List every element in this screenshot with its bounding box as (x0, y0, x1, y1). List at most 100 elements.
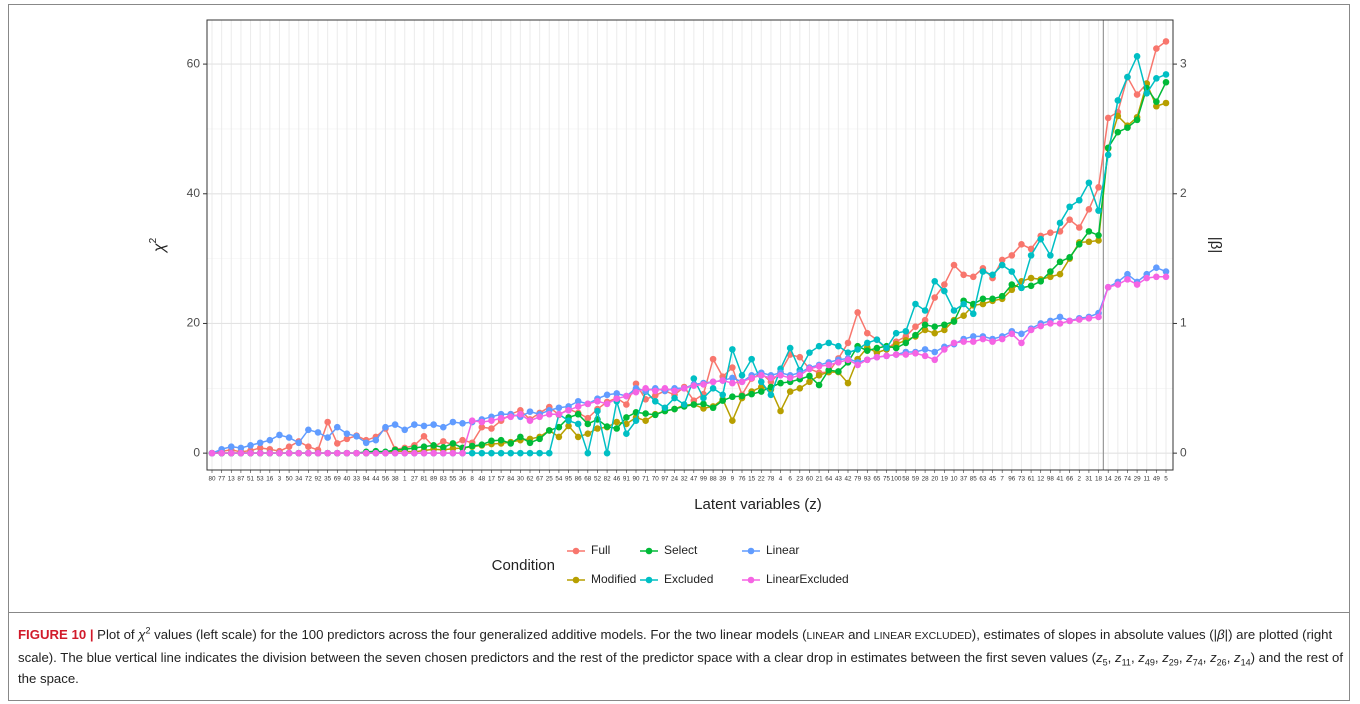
data-point (468, 442, 476, 450)
data-point (545, 449, 553, 457)
data-point (372, 436, 380, 444)
data-point (333, 449, 341, 457)
data-point (796, 372, 804, 379)
caption-symbol: z (1096, 650, 1103, 665)
data-point (488, 449, 495, 457)
data-point (1056, 313, 1064, 321)
data-point (729, 374, 736, 382)
data-point (382, 423, 389, 431)
data-point (218, 449, 225, 457)
x-tick-label: 82 (604, 476, 612, 483)
data-point (815, 362, 823, 370)
legend-swatch-dot (747, 547, 755, 555)
data-point (1027, 326, 1035, 334)
data-point (526, 449, 534, 457)
x-tick-label: 93 (864, 476, 872, 483)
data-point (642, 417, 649, 425)
data-point (439, 449, 447, 457)
data-point (1056, 219, 1064, 227)
caption-text: values (left scale) for the 100 predicto… (150, 627, 807, 642)
caption-symbol: z (1186, 650, 1193, 665)
caption-sub: 14 (1240, 657, 1251, 668)
data-point (979, 268, 987, 275)
x-tick-label: 76 (738, 476, 746, 483)
caption-text: , (1154, 650, 1163, 665)
data-point (1153, 75, 1160, 82)
x-tick-label: 50 (286, 476, 294, 483)
data-point (844, 356, 852, 364)
x-tick-label: 91 (623, 476, 631, 483)
data-point (1085, 228, 1093, 235)
data-point (391, 449, 399, 457)
data-point (912, 331, 919, 339)
caption-separator (8, 612, 1350, 613)
x-tick-label: 35 (324, 476, 332, 483)
data-point (574, 420, 582, 428)
series (208, 78, 1170, 457)
data-point (1153, 98, 1160, 106)
data-point (1124, 124, 1131, 131)
x-tick-label: 31 (1085, 476, 1093, 483)
data-point (854, 309, 861, 316)
x-tick-label: 52 (594, 476, 602, 483)
data-point (719, 391, 727, 399)
x-tick-label: 5 (1164, 476, 1168, 483)
data-point (941, 287, 948, 295)
data-point (1056, 270, 1064, 278)
chart: Latent variables (z) χ2 |β| Condition 02… (148, 19, 1224, 586)
data-point (420, 432, 428, 440)
data-point (208, 449, 216, 457)
data-point (844, 349, 852, 356)
data-point (709, 378, 717, 386)
data-point (256, 439, 264, 447)
data-point (574, 403, 582, 410)
data-point (1047, 268, 1054, 275)
data-point (401, 449, 409, 457)
data-point (786, 374, 794, 382)
data-point (411, 444, 418, 452)
x-tick-label: 13 (228, 476, 236, 483)
data-point (989, 338, 996, 345)
data-point (305, 443, 312, 450)
legend-swatch-dot (572, 547, 580, 555)
data-point (247, 442, 254, 449)
x-tick-label: 58 (902, 476, 910, 483)
data-point (545, 410, 553, 418)
data-point (459, 420, 466, 427)
data-point (815, 342, 823, 350)
data-point (526, 417, 534, 425)
data-point (295, 439, 303, 447)
x-tick-label: 34 (295, 476, 303, 483)
data-point (420, 443, 428, 450)
y-axis-title-exponent: 2 (148, 237, 159, 243)
data-point (989, 271, 996, 279)
data-point (237, 444, 245, 452)
data-point (883, 344, 890, 352)
data-point (517, 449, 524, 457)
data-point (950, 318, 958, 325)
data-point (1085, 179, 1093, 187)
data-point (921, 326, 929, 334)
data-point (969, 338, 977, 345)
data-point (1075, 196, 1083, 204)
x-tick-label: 21 (816, 476, 824, 483)
data-point (256, 444, 264, 452)
data-point (623, 392, 630, 400)
data-point (1124, 270, 1131, 278)
data-point (314, 449, 322, 457)
legend-label: Select (664, 543, 698, 557)
legend-swatch-dot (645, 547, 653, 555)
data-point (324, 418, 331, 426)
x-tick-label: 40 (343, 476, 351, 483)
x-axis-title: Latent variables (z) (694, 496, 822, 513)
data-point (526, 408, 534, 415)
data-point (333, 423, 341, 431)
data-point (613, 390, 621, 397)
data-point (825, 361, 833, 369)
legend-label: Full (591, 543, 610, 557)
data-point (960, 338, 967, 345)
data-point (921, 316, 929, 324)
data-point (1047, 252, 1054, 259)
data-point (1066, 203, 1073, 211)
data-point (1162, 78, 1170, 86)
